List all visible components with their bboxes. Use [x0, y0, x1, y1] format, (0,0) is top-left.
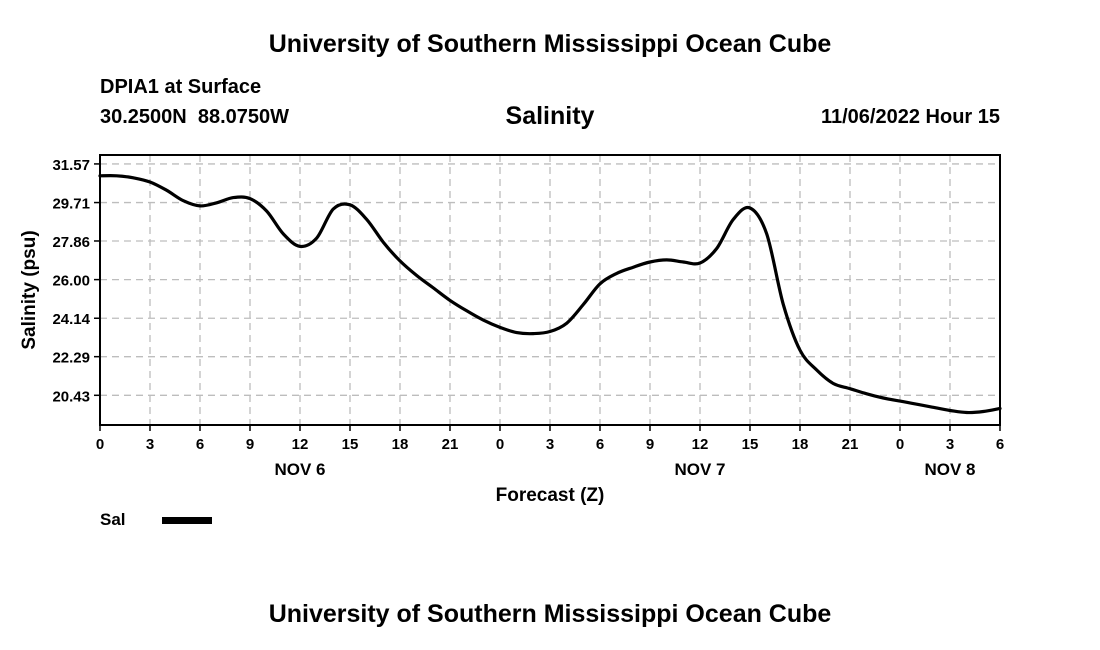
x-day-label: NOV 7 [674, 460, 725, 479]
x-tick-label: 3 [146, 436, 154, 453]
x-tick-label: 18 [792, 436, 809, 453]
x-tick-label: 3 [946, 436, 954, 453]
coordinates-label: 30.2500N 88.0750W [100, 106, 290, 128]
x-tick-label: 0 [96, 436, 104, 453]
x-tick-label: 15 [342, 436, 359, 453]
x-tick-label: 12 [292, 436, 309, 453]
legend-swatch-sal [162, 517, 212, 524]
x-tick-label: 0 [496, 436, 504, 453]
x-tick-label: 9 [246, 436, 254, 453]
x-axis-label: Forecast (Z) [496, 485, 605, 506]
page-title-bottom: University of Southern Mississippi Ocean… [268, 600, 832, 628]
x-day-label: NOV 6 [274, 460, 325, 479]
x-tick-label: 18 [392, 436, 409, 453]
page-title-top: University of Southern Mississippi Ocean… [268, 30, 832, 58]
chart-title: Salinity [506, 102, 595, 130]
datetime-label: 11/06/2022 Hour 15 [820, 106, 1000, 128]
y-tick-label: 31.57 [52, 157, 90, 174]
x-tick-label: 6 [596, 436, 604, 453]
x-tick-label: 6 [196, 436, 204, 453]
y-tick-label: 29.71 [52, 196, 90, 213]
y-tick-label: 27.86 [52, 234, 90, 251]
x-tick-label: 12 [692, 436, 709, 453]
x-day-label: NOV 8 [924, 460, 975, 479]
y-tick-label: 22.29 [52, 350, 90, 367]
x-tick-label: 0 [896, 436, 904, 453]
x-tick-label: 21 [442, 436, 459, 453]
x-tick-label: 15 [742, 436, 759, 453]
x-tick-label: 21 [842, 436, 859, 453]
y-tick-label: 26.00 [52, 273, 90, 290]
series-line-sal [98, 174, 1002, 415]
station-label: DPIA1 at Surface [100, 76, 262, 98]
plot-frame [99, 154, 1001, 426]
x-tick-label: 3 [546, 436, 554, 453]
legend-label: Sal [100, 510, 126, 529]
y-tick-label: 24.14 [52, 311, 90, 328]
y-tick-label: 20.43 [52, 388, 90, 405]
y-axis-label: Salinity (psu) [19, 230, 40, 349]
x-tick-label: 6 [996, 436, 1004, 453]
x-tick-label: 9 [646, 436, 654, 453]
